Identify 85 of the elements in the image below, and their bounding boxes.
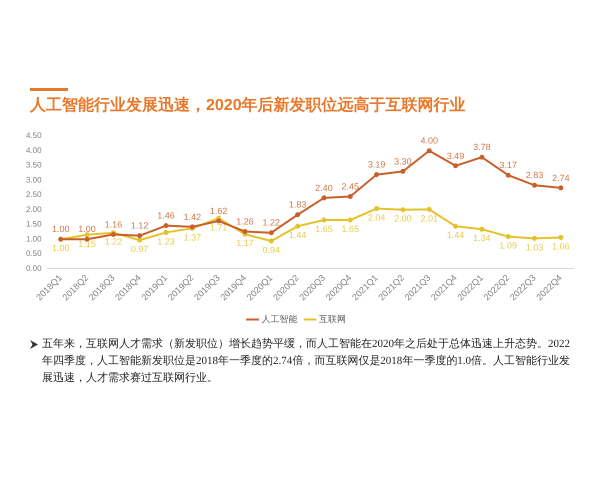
data-label: 2.74 (552, 172, 570, 183)
point (295, 212, 300, 218)
y-tick-label: 1.00 (26, 234, 42, 244)
point (400, 207, 406, 212)
data-label: 2.45 (342, 181, 360, 192)
data-label: 2.40 (315, 182, 333, 193)
point (164, 230, 169, 235)
data-label: 1.15 (78, 238, 96, 249)
data-label: 4.00 (420, 136, 438, 146)
point (216, 218, 222, 224)
point (348, 218, 353, 223)
data-label: 1.12 (130, 220, 148, 231)
point (479, 226, 484, 232)
data-label: 3.78 (473, 142, 491, 152)
data-label: 1.06 (552, 241, 570, 252)
point (137, 238, 142, 243)
point (242, 229, 248, 234)
data-label: 2.04 (368, 212, 386, 223)
point (400, 168, 406, 174)
legend-label: 人工智能 (262, 314, 298, 324)
point (137, 233, 142, 238)
y-tick-label: 1.50 (26, 220, 42, 229)
data-label: 1.09 (499, 240, 517, 251)
data-label: 2.83 (526, 170, 544, 180)
point (374, 206, 380, 212)
point (453, 224, 458, 229)
data-label: 1.03 (526, 242, 544, 252)
point (84, 232, 90, 238)
y-tick-label: 3.50 (26, 160, 42, 170)
y-tick-label: 2.50 (26, 190, 42, 200)
data-label: 3.17 (499, 160, 517, 170)
data-label: 1.37 (184, 232, 202, 242)
y-tick-label: 4.00 (26, 146, 42, 155)
point (426, 206, 432, 212)
data-label: 1.00 (52, 243, 70, 254)
text: 五年来，互联网人才需求（新发职位）增长趋势平缓，而人工智能在2020年之后处于总体迅速上升态势。2022年四季度，人工智能新发职位是2018年一季度的2.74倍，而互联网仅是2018年一季度的1.0倍。人工智能行业发展迅速，人才需求赛过互联网行业。 (42, 338, 570, 384)
y-tick-label: 4.50 (26, 131, 42, 140)
y-tick-label: 3.00 (26, 175, 42, 184)
point (558, 185, 564, 190)
point (453, 163, 458, 168)
point (321, 195, 326, 200)
data-label: 1.00 (52, 224, 70, 234)
y-tick-label: 0.00 (26, 264, 42, 273)
data-label: 1.46 (157, 210, 175, 221)
point (506, 234, 511, 240)
data-label: 1.17 (236, 238, 254, 248)
data-label: 3.49 (446, 150, 464, 161)
point (295, 224, 300, 229)
data-label: 2.01 (420, 213, 438, 224)
y-tick-label: 0.50 (26, 249, 42, 258)
point (268, 230, 274, 236)
data-label: 1.44 (288, 230, 306, 240)
data-label: 2.00 (394, 214, 412, 224)
point (164, 223, 169, 228)
data-label: 1.22 (262, 218, 280, 228)
point (506, 172, 511, 178)
data-label: 0.94 (262, 244, 280, 255)
data-label: 1.62 (210, 206, 228, 216)
point (321, 218, 326, 223)
data-label: 1.71 (210, 222, 228, 232)
data-label: 1.34 (473, 233, 491, 244)
data-label: 1.16 (104, 219, 122, 230)
data-label: 1.65 (342, 224, 360, 234)
point (479, 154, 484, 160)
data-label: 1.42 (184, 212, 202, 222)
chart-title: 人工智能行业发展迅速，2020年后新发职位远高于互联网行业 (30, 95, 467, 116)
point (268, 238, 274, 244)
data-label: 1.26 (236, 216, 254, 227)
point (532, 182, 538, 188)
point (558, 234, 564, 240)
data-label: 3.19 (368, 160, 386, 170)
y-tick-label: 2.00 (26, 204, 42, 214)
point (426, 148, 432, 154)
data-label: 0.97 (130, 244, 148, 254)
data-label: 3.30 (394, 156, 412, 166)
point (348, 194, 353, 199)
data-label: 1.83 (288, 200, 306, 210)
data-label: 1.00 (78, 224, 96, 234)
point (532, 236, 538, 241)
legend-label: 互联网 (319, 314, 346, 324)
data-label: 1.23 (157, 236, 175, 246)
point (374, 172, 380, 178)
data-label: 1.44 (446, 230, 464, 240)
data-label: 1.65 (315, 224, 333, 234)
data-label: 1.22 (104, 236, 122, 247)
